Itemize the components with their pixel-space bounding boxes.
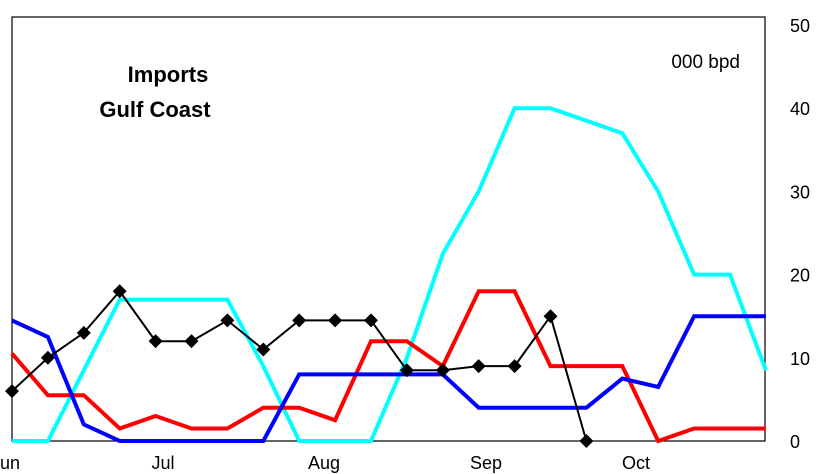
y-tick-label: 10 [790,349,810,369]
data-point-marker [507,359,522,374]
y-tick-label: 40 [790,99,810,119]
data-point-marker [76,325,91,340]
y-tick-label: 20 [790,266,810,286]
data-point-marker [40,350,55,365]
data-point-marker [471,359,486,374]
chart-title-line-2: Gulf Coast [99,97,211,122]
series-line [11,314,766,443]
data-point-marker [112,284,127,299]
data-point-marker [5,384,19,399]
data-point-marker [543,309,558,324]
series-line [12,106,768,443]
data-point-marker [220,313,235,328]
data-point-marker [364,313,378,328]
y-tick-label: 50 [790,16,810,36]
x-tick-label: Oct [622,453,650,473]
plot-area-frame [11,16,766,442]
data-point-marker [292,313,307,328]
data-point-marker [328,313,343,328]
series-layer [10,106,768,444]
data-point-marker [435,363,450,378]
data-point-marker [579,434,594,448]
data-point-marker [256,342,271,357]
y-axis-ticks: 0 10 20 30 40 50 [790,16,810,452]
chart-title-line-1: Imports [128,62,209,87]
marker-layer [5,284,594,448]
unit-label: 000 bpd [671,52,740,73]
x-tick-label: Aug [308,453,340,473]
x-tick-label: un [0,453,20,473]
data-point-marker [184,334,199,349]
x-tick-label: Sep [470,453,502,473]
y-tick-label: 0 [790,432,800,452]
data-point-marker [399,363,414,378]
x-tick-label: Jul [151,453,174,473]
data-point-marker [148,334,163,349]
y-tick-label: 30 [790,182,810,202]
series-line [10,289,766,444]
